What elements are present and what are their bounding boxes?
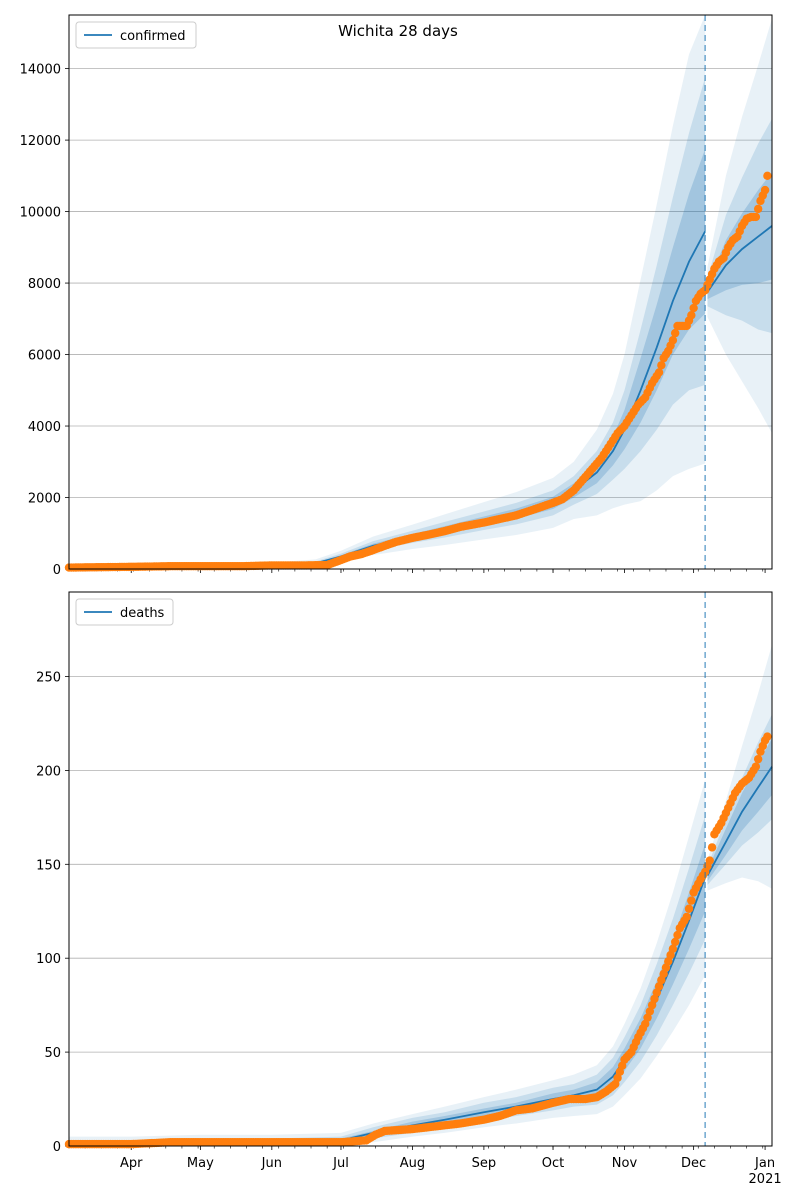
data-point — [670, 328, 680, 338]
y-tick-label: 2000 — [28, 492, 61, 507]
legend-label: deaths — [120, 606, 165, 621]
x-year-label: 2021 — [749, 1172, 782, 1187]
y-tick-label: 8000 — [28, 277, 61, 292]
legend-box — [75, 598, 174, 626]
x-tick-label-may: May — [187, 1156, 214, 1171]
axes-frame — [68, 591, 773, 1147]
data-point — [668, 336, 678, 345]
data-point — [684, 904, 694, 913]
model-line — [706, 225, 773, 293]
y-tick-label: 0 — [53, 563, 61, 578]
data-point — [753, 204, 763, 214]
deaths-panel: 0 50 100 150 200 250 Apr May Jun Jul Aug Sep Oct Nov D… — [36, 591, 782, 1187]
data-point — [751, 762, 761, 771]
x-tick-label-aug: Aug — [400, 1156, 425, 1171]
data-point — [751, 212, 761, 222]
y-tick-label: 14000 — [20, 63, 61, 78]
legend-box — [75, 21, 197, 49]
data-point — [760, 185, 770, 195]
legend: confirmed — [75, 21, 197, 49]
data-point — [687, 896, 696, 905]
legend-label: confirmed — [120, 29, 186, 44]
data-point — [654, 368, 664, 377]
data-point — [753, 754, 763, 764]
data-point — [670, 937, 680, 947]
y-tick-label: 150 — [36, 858, 61, 873]
y-tick-label: 0 — [53, 1140, 61, 1155]
figure-title: Wichita 28 days — [338, 22, 458, 40]
data-point — [707, 843, 717, 852]
x-tick-label-dec: Dec — [681, 1156, 706, 1171]
data-point — [705, 856, 714, 865]
data-point — [763, 732, 772, 741]
x-tick-label-jun: Jun — [261, 1156, 282, 1171]
x-tick-label-nov: Nov — [612, 1156, 638, 1171]
x-tick-label-apr: Apr — [120, 1156, 143, 1171]
data-point — [682, 912, 691, 922]
x-tick-label-jan: Jan — [754, 1156, 775, 1171]
y-tick-label: 4000 — [28, 420, 61, 435]
confirmed-panel: 0 2000 4000 6000 8000 10000 12000 14000 confirme… — [20, 14, 773, 578]
data-point — [657, 361, 666, 370]
y-tick-label: 6000 — [28, 349, 61, 364]
observed-points — [64, 732, 772, 1149]
y-tick-label: 200 — [36, 764, 61, 779]
x-tick-label-oct: Oct — [542, 1156, 564, 1171]
data-point — [668, 944, 678, 954]
y-tick-label: 10000 — [20, 206, 61, 221]
model-line — [706, 766, 773, 877]
model-line — [68, 230, 706, 569]
data-point — [687, 311, 696, 320]
x-tick-label-sep: Sep — [472, 1156, 497, 1171]
y-tick-label: 50 — [44, 1046, 61, 1061]
y-tick-label: 12000 — [20, 134, 61, 149]
uncertainty-band — [69, 15, 706, 569]
y-tick-label: 250 — [36, 671, 61, 686]
axes-frame — [68, 14, 773, 570]
data-point — [673, 930, 682, 940]
data-point — [763, 171, 772, 181]
y-tick-label: 100 — [36, 952, 61, 967]
x-tick-label-jul: Jul — [332, 1156, 349, 1171]
data-point — [689, 303, 698, 313]
legend: deaths — [75, 598, 174, 626]
uncertainty-band — [707, 644, 772, 891]
